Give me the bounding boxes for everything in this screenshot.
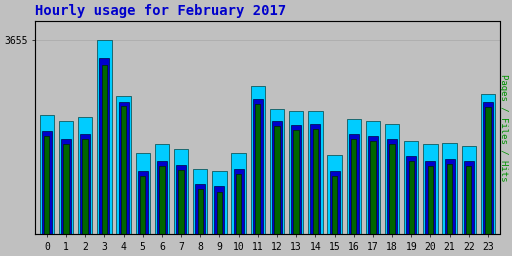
Bar bbox=[270, 109, 284, 256]
Bar bbox=[330, 172, 339, 256]
Bar bbox=[63, 144, 69, 256]
Bar bbox=[178, 170, 184, 256]
Bar bbox=[291, 125, 301, 256]
Bar bbox=[176, 165, 186, 256]
Bar bbox=[407, 156, 416, 256]
Bar bbox=[368, 136, 378, 256]
Bar bbox=[347, 119, 361, 256]
Bar bbox=[102, 65, 107, 256]
Bar bbox=[159, 166, 164, 256]
Bar bbox=[215, 186, 224, 256]
Bar bbox=[485, 107, 490, 256]
Bar bbox=[82, 139, 88, 256]
Bar bbox=[136, 153, 150, 256]
Bar bbox=[78, 118, 92, 256]
Bar bbox=[61, 139, 71, 256]
Bar bbox=[464, 161, 474, 256]
Bar bbox=[193, 169, 207, 256]
Bar bbox=[236, 174, 241, 256]
Bar bbox=[174, 149, 188, 256]
Bar bbox=[366, 121, 380, 256]
Bar bbox=[217, 191, 222, 256]
Bar bbox=[308, 111, 323, 256]
Bar bbox=[385, 124, 399, 256]
Bar bbox=[390, 144, 395, 256]
Bar bbox=[313, 129, 318, 256]
Bar bbox=[138, 172, 147, 256]
Bar bbox=[59, 121, 73, 256]
Bar bbox=[39, 115, 54, 256]
Bar bbox=[140, 176, 145, 256]
Bar bbox=[97, 40, 112, 256]
Bar bbox=[274, 126, 280, 256]
Bar bbox=[195, 184, 205, 256]
Bar bbox=[423, 144, 438, 256]
Bar bbox=[462, 146, 476, 256]
Bar bbox=[332, 176, 337, 256]
Bar bbox=[370, 141, 376, 256]
Bar bbox=[481, 93, 495, 256]
Bar bbox=[157, 161, 167, 256]
Bar bbox=[466, 166, 472, 256]
Text: Hourly usage for February 2017: Hourly usage for February 2017 bbox=[35, 4, 287, 18]
Bar bbox=[42, 131, 52, 256]
Bar bbox=[119, 102, 129, 256]
Bar bbox=[351, 139, 356, 256]
Bar bbox=[387, 139, 397, 256]
Bar bbox=[99, 58, 110, 256]
Bar bbox=[409, 161, 414, 256]
Bar bbox=[428, 166, 433, 256]
Bar bbox=[310, 124, 321, 256]
Bar bbox=[293, 130, 299, 256]
Bar bbox=[116, 96, 131, 256]
Bar bbox=[44, 136, 50, 256]
Bar bbox=[327, 155, 342, 256]
Bar bbox=[447, 164, 452, 256]
Bar bbox=[198, 189, 203, 256]
Bar bbox=[155, 144, 169, 256]
Bar bbox=[483, 102, 493, 256]
Bar bbox=[289, 111, 304, 256]
Bar bbox=[425, 161, 435, 256]
Bar bbox=[121, 106, 126, 256]
Bar bbox=[253, 99, 263, 256]
Bar bbox=[80, 134, 90, 256]
Bar bbox=[250, 86, 265, 256]
Bar bbox=[349, 134, 359, 256]
Bar bbox=[212, 172, 227, 256]
Bar bbox=[255, 104, 261, 256]
Bar bbox=[444, 159, 455, 256]
Y-axis label: Pages / Files / Hits: Pages / Files / Hits bbox=[499, 74, 508, 181]
Bar bbox=[404, 141, 418, 256]
Bar bbox=[272, 121, 282, 256]
Bar bbox=[231, 153, 246, 256]
Bar bbox=[233, 169, 244, 256]
Bar bbox=[442, 143, 457, 256]
